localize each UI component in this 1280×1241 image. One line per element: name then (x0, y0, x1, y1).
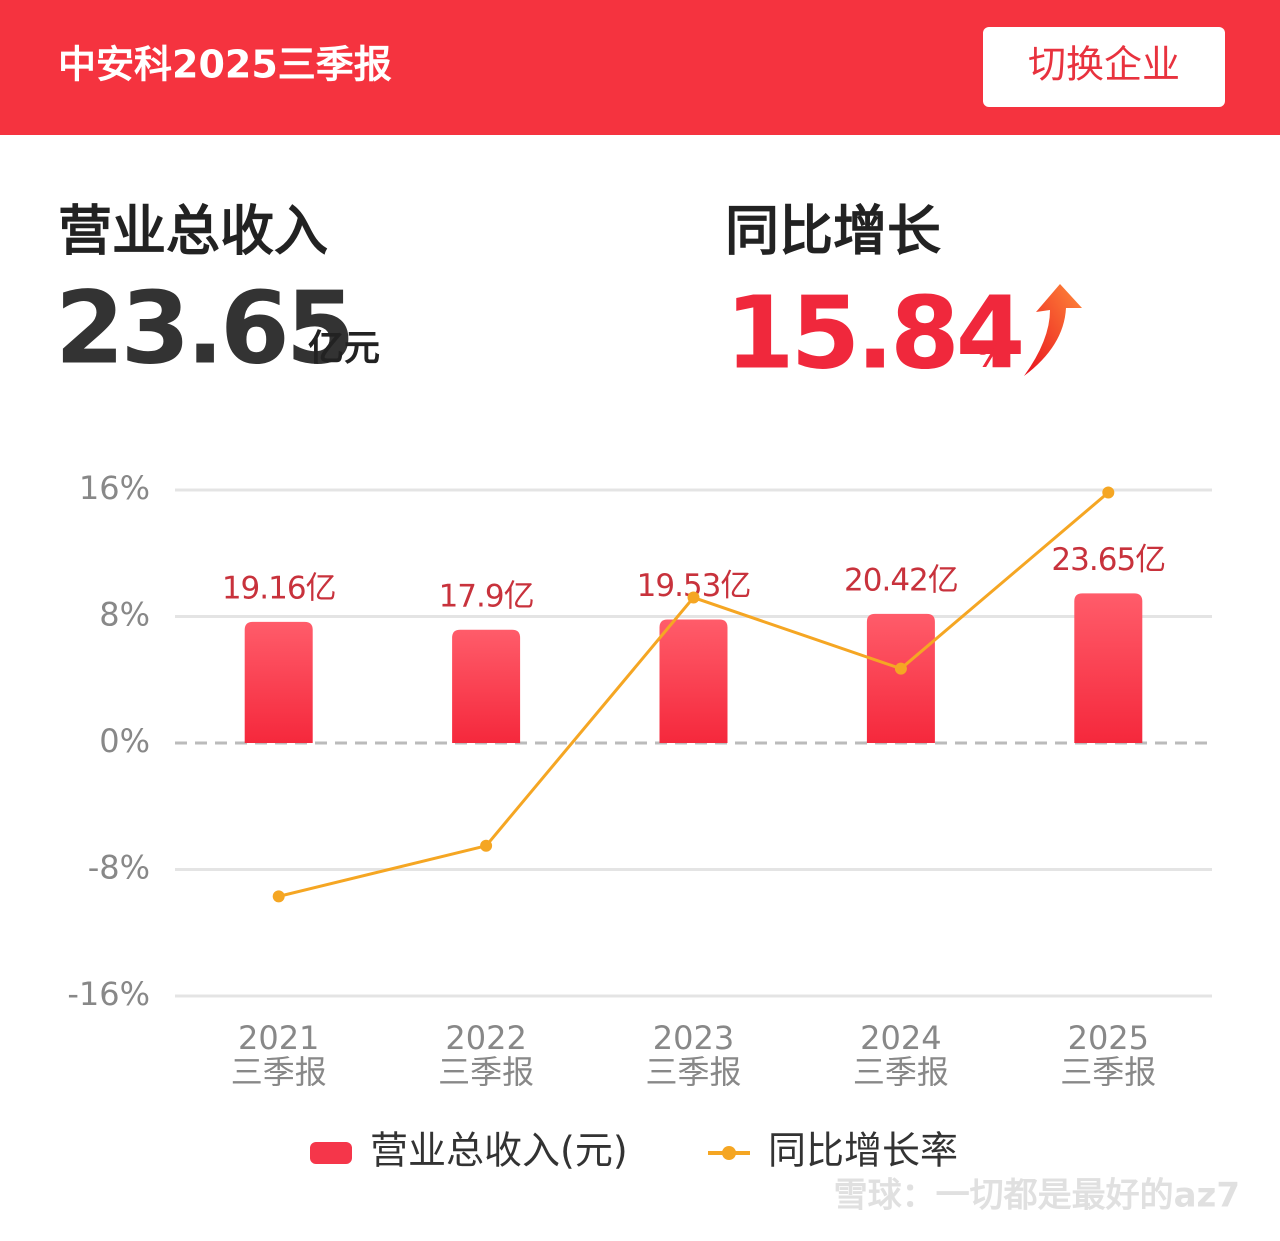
growth-point (687, 591, 700, 604)
y-tick-label: 16% (79, 469, 150, 507)
header-title: 中安科2025三季报 (58, 43, 392, 87)
x-tick-label: 三季报 (438, 1053, 534, 1091)
revenue-unit: 亿元 (308, 328, 380, 369)
switch-button[interactable] (983, 27, 1225, 107)
revenue-value: 23.65 (55, 269, 351, 386)
y-tick-label: -8% (88, 849, 150, 887)
x-tick-label: 2021 (238, 1019, 319, 1057)
legend-swatch-dot (722, 1146, 736, 1160)
revenue-label: 营业总收入 (58, 200, 328, 263)
legend-label: 同比增长率 (768, 1129, 958, 1173)
x-tick-label: 2023 (653, 1019, 734, 1057)
growth-point (894, 662, 907, 675)
growth-value: 15.84 (725, 274, 1021, 391)
y-tick-label: 0% (99, 722, 150, 760)
bar-value-label: 20.42亿 (844, 562, 958, 598)
legend-swatch (310, 1142, 352, 1164)
growth-label: 同比增长 (725, 200, 941, 263)
watermark: 雪球：一切都是最好的az7 (834, 1176, 1240, 1216)
x-tick-label: 三季报 (645, 1053, 741, 1091)
x-tick-label: 三季报 (853, 1053, 949, 1091)
x-tick-label: 三季报 (1060, 1053, 1156, 1091)
switch-button-label[interactable]: 切换企业 (1028, 43, 1180, 87)
growth-unit: % (975, 336, 1009, 376)
growth-point (272, 890, 285, 903)
x-tick-label: 2022 (445, 1019, 526, 1057)
x-tick-label: 三季报 (231, 1053, 327, 1091)
up-arrow-icon (1024, 284, 1082, 376)
bar-value-label: 23.65亿 (1051, 542, 1165, 578)
bar (659, 619, 728, 743)
bar-value-label: 19.16亿 (222, 570, 336, 606)
y-tick-label: -16% (67, 975, 150, 1013)
growth-point (480, 839, 493, 852)
x-tick-label: 2025 (1068, 1019, 1149, 1057)
bar (1074, 593, 1143, 743)
y-tick-label: 8% (99, 596, 150, 634)
bar (244, 621, 313, 743)
bar (452, 629, 521, 743)
bar-value-label: 17.9亿 (439, 578, 534, 614)
growth-point (1102, 486, 1115, 499)
bar (866, 613, 935, 743)
x-tick-label: 2024 (860, 1019, 941, 1057)
legend-label: 营业总收入(元) (370, 1129, 628, 1173)
